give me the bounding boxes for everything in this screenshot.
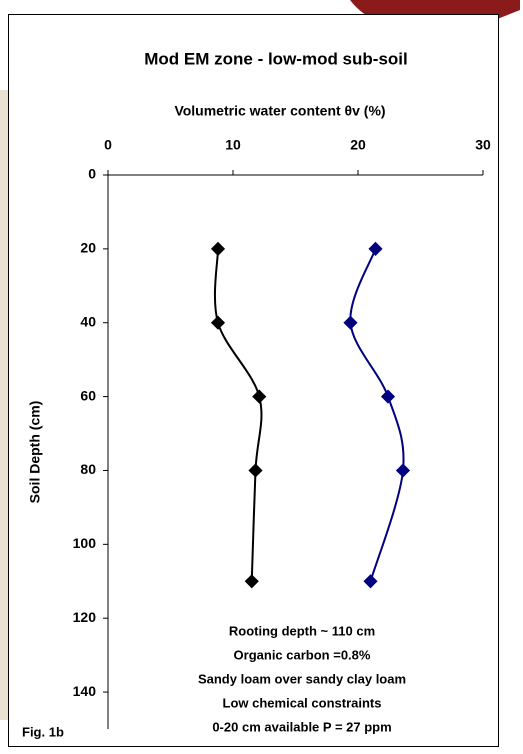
x-tick-label: 30 <box>475 137 491 153</box>
data-point <box>210 315 226 330</box>
data-point <box>248 463 263 478</box>
y-tick-label: 100 <box>73 535 97 551</box>
data-point <box>244 574 259 589</box>
x-axis-label: Volumetric water content θv (%) <box>174 103 385 119</box>
x-tick-label: 20 <box>350 137 366 153</box>
y-tick-label: 120 <box>73 609 97 625</box>
y-tick-label: 0 <box>88 166 96 182</box>
annotation: Sandy loam over sandy clay loam <box>198 671 406 686</box>
data-point <box>252 389 267 404</box>
data-point <box>210 241 226 256</box>
y-tick-label: 60 <box>80 387 96 403</box>
annotation: Rooting depth ~ 110 cm <box>229 623 375 638</box>
y-tick-label: 140 <box>73 683 97 699</box>
y-tick-label: 80 <box>80 461 96 477</box>
data-point <box>380 389 396 404</box>
x-tick-label: 0 <box>104 137 112 153</box>
x-tick-label: 10 <box>225 137 241 153</box>
data-point <box>368 241 383 256</box>
y-axis-label: Soil Depth (cm) <box>27 401 43 504</box>
annotation: 0-20 cm available P = 27 ppm <box>212 719 391 734</box>
data-point <box>395 463 411 478</box>
figure-label: Fig. 1b <box>22 724 64 739</box>
chart-title: Mod EM zone - low-mod sub-soil <box>144 49 407 68</box>
y-tick-label: 40 <box>80 313 96 329</box>
annotation: Low chemical constraints <box>223 695 382 710</box>
data-point <box>343 315 358 330</box>
data-point <box>363 574 378 589</box>
annotation: Organic carbon =0.8% <box>234 647 371 662</box>
y-tick-label: 20 <box>80 240 96 256</box>
